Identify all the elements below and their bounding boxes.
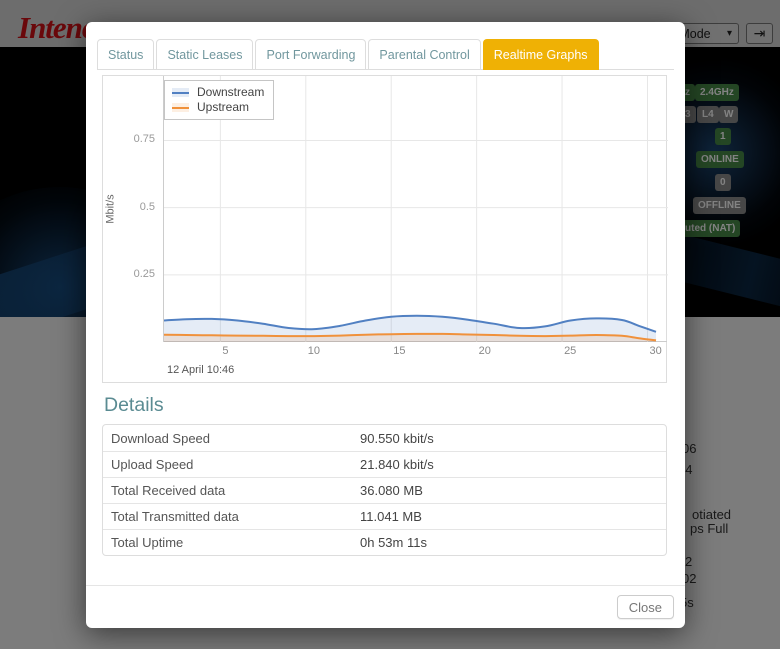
tab-port-forwarding[interactable]: Port Forwarding — [255, 39, 367, 70]
details-heading: Details — [104, 394, 164, 416]
status-badge: z — [683, 84, 695, 101]
tab-realtime-graphs[interactable]: Realtime Graphs — [482, 39, 599, 70]
text-fragment: 06 — [682, 441, 697, 456]
status-badge: 0 — [715, 174, 731, 191]
realtime-graph: Mbit/s 0.25 0.5 0.75 5 10 15 20 25 30 Downstrea… — [102, 75, 668, 383]
details-row: Download Speed 90.550 kbit/s — [111, 430, 434, 446]
legend-swatch — [172, 88, 189, 97]
x-tick-label: 30 — [649, 345, 662, 357]
text-fragment: 2 — [685, 554, 693, 569]
x-tick-label: 15 — [393, 345, 406, 357]
logout-button[interactable]: ⇥ — [746, 23, 773, 44]
details-table: Download Speed 90.550 kbit/s Upload Speed 2… — [102, 424, 667, 556]
y-tick-label: 0.25 — [133, 267, 155, 280]
y-tick-label: 0.75 — [133, 133, 155, 146]
text-fragment: 02 — [682, 571, 697, 586]
x-tick-label: 5 — [222, 345, 229, 357]
chart-legend: Downstream Upstream — [164, 80, 275, 120]
tab-parental-control[interactable]: Parental Control — [368, 39, 481, 70]
x-axis-note: 12 April 10:46 — [167, 364, 235, 376]
x-tick-label: 25 — [564, 345, 577, 357]
text-fragment: otiated — [692, 507, 732, 522]
overview-modal: Status Static Leases Port Forwarding Parent… — [86, 22, 685, 628]
status-badge: ONLINE — [696, 151, 744, 168]
details-row: Total Received data 36.080 MB — [103, 477, 666, 503]
mode-dropdown-caret[interactable]: ▾ — [721, 23, 739, 44]
legend-entry: Upstream — [172, 100, 264, 115]
status-badge: 3 — [683, 106, 696, 123]
inteno-logo: Inteno — [18, 10, 97, 45]
details-row: Upload Speed 21.840 kbit/s — [103, 451, 666, 477]
close-button[interactable]: Close — [616, 595, 674, 619]
status-badge: 1 — [715, 128, 731, 145]
x-tick-label: 20 — [478, 345, 491, 357]
legend-entry: Downstream — [172, 85, 264, 100]
text-fragment: ps Full — [690, 521, 729, 536]
footer-divider — [86, 585, 685, 586]
logout-icon: ⇥ — [753, 25, 766, 41]
status-badge: 2.4GHz — [695, 84, 739, 101]
chevron-down-icon: ▾ — [726, 28, 733, 39]
legend-swatch — [172, 103, 189, 112]
details-row: Total Transmitted data 11.041 MB — [103, 503, 666, 529]
status-badge: W — [719, 106, 739, 123]
modal-tab-bar: Status Static Leases Port Forwarding Parent… — [97, 39, 674, 70]
y-tick-label: 0.5 — [139, 200, 155, 213]
status-badge: L4 — [697, 106, 719, 123]
details-row: Total Uptime 0h 53m 11s — [103, 529, 666, 555]
x-tick-label: 10 — [307, 345, 321, 357]
status-badge: OFFLINE — [693, 197, 746, 214]
plot-area — [163, 76, 668, 342]
status-badge: uted (NAT) — [683, 220, 741, 237]
tab-status[interactable]: Status — [97, 39, 155, 70]
tab-static-leases[interactable]: Static Leases — [156, 39, 254, 70]
